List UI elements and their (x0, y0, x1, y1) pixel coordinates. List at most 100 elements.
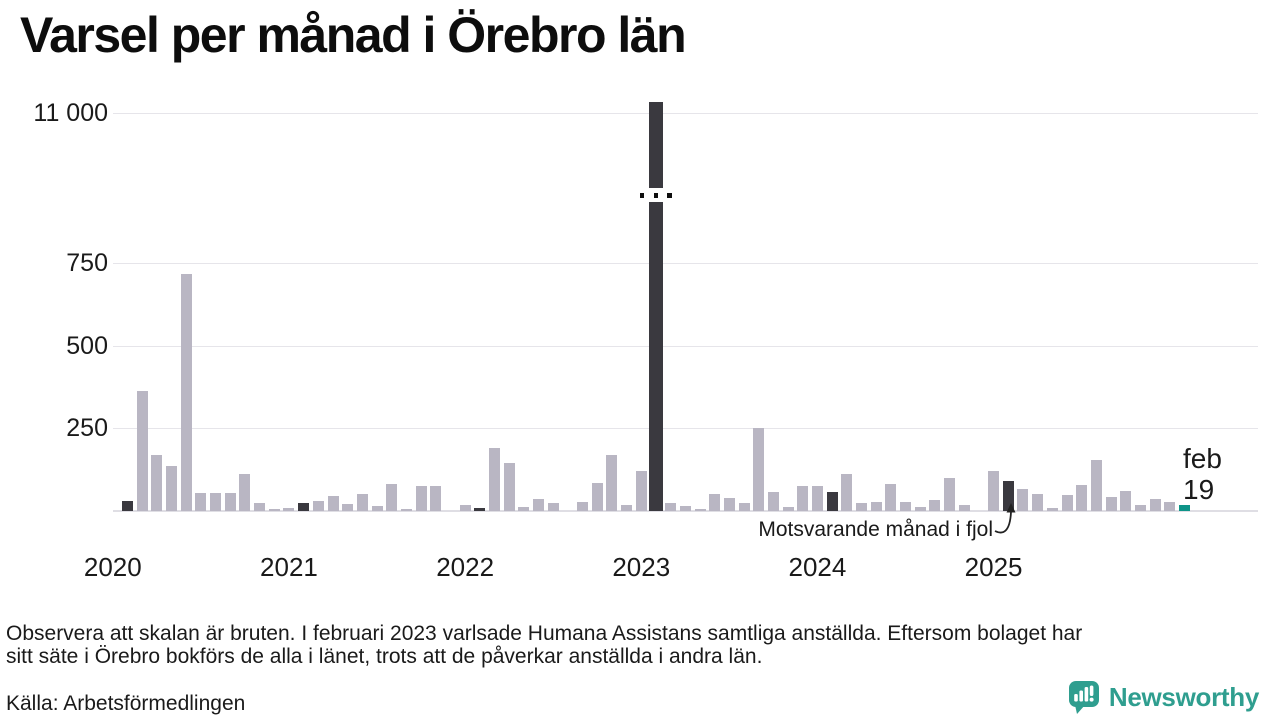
gridline (113, 113, 1258, 114)
bar (723, 498, 735, 511)
gridline (113, 346, 1258, 347)
break-dot (667, 193, 672, 198)
brand-name: Newsworthy (1108, 682, 1259, 712)
y-axis-tick-label: 11 000 (33, 99, 108, 127)
bar (430, 486, 442, 511)
bar (356, 494, 368, 511)
bar (709, 494, 721, 511)
chart-title: Varsel per månad i Örebro län (20, 7, 687, 63)
bar (1105, 497, 1117, 511)
bar (679, 505, 691, 511)
bar (782, 507, 794, 511)
y-axis-tick-label: 500 (66, 332, 108, 360)
y-axis-tick-label: 250 (66, 414, 108, 442)
bar (1061, 495, 1073, 511)
bar (195, 492, 207, 511)
bar-february-highlight (1002, 480, 1014, 511)
gridline (113, 428, 1258, 429)
x-axis-year-label: 2021 (260, 552, 318, 582)
bar (1134, 504, 1146, 511)
current-month-value: 19 (1183, 474, 1215, 505)
gridline (113, 263, 1258, 264)
x-axis-baseline (113, 510, 1258, 512)
bar (885, 484, 897, 511)
source-credit: Källa: Arbetsförmedlingen (6, 692, 246, 715)
brand-footer: Newsworthy (1068, 680, 1259, 715)
bar (283, 507, 295, 511)
bar (327, 495, 339, 511)
bar (151, 454, 163, 511)
bar (900, 501, 912, 511)
bar-feb-2023-lower (648, 202, 663, 511)
bar (988, 471, 1000, 511)
bar-feb-2023-upper (648, 102, 663, 188)
annotation-last-year: Motsvarande månad i fjol (758, 518, 993, 541)
bar (312, 501, 324, 511)
bar (635, 471, 647, 511)
bar (929, 500, 941, 511)
bar (488, 447, 500, 511)
y-axis-tick-label: 750 (66, 249, 108, 277)
bar (180, 273, 192, 511)
bar (1076, 484, 1088, 511)
bar (841, 474, 853, 511)
newsworthy-logo-icon (1068, 681, 1099, 714)
bar (1090, 459, 1102, 511)
bar (136, 391, 148, 511)
bar (606, 454, 618, 511)
bar-february-highlight (121, 501, 133, 511)
bar (415, 486, 427, 511)
bar-february-highlight (474, 507, 486, 511)
bar-february-highlight (298, 502, 310, 511)
x-axis-year-label: 2022 (436, 552, 495, 582)
break-dot (653, 193, 659, 198)
annotation-arrow-icon (994, 503, 1016, 534)
bar (811, 485, 823, 511)
bar (577, 502, 589, 511)
bar-february-highlight (826, 491, 838, 511)
bar (166, 466, 178, 511)
bar (694, 509, 706, 511)
bar (1017, 489, 1029, 511)
current-month-label: feb 19 (1183, 443, 1222, 505)
bar (797, 485, 809, 511)
bar (533, 499, 545, 511)
bar (503, 462, 515, 511)
x-axis-year-label: 2025 (964, 552, 1023, 582)
bar (518, 506, 530, 511)
x-axis-year-label: 2023 (612, 552, 671, 582)
bar (254, 502, 266, 511)
bar (1149, 499, 1161, 511)
bar (665, 503, 677, 511)
bar (239, 474, 251, 511)
x-axis-year-label: 2020 (83, 552, 142, 582)
bar (210, 492, 222, 511)
bar (371, 506, 383, 511)
bar (1120, 491, 1132, 511)
bar (767, 492, 779, 511)
bar (547, 503, 559, 511)
bar (738, 503, 750, 511)
bar (386, 484, 398, 511)
bar (224, 492, 236, 511)
bar (914, 506, 926, 511)
bar (870, 501, 882, 511)
bar (400, 509, 412, 511)
current-month-name: feb (1183, 443, 1222, 474)
bar (1164, 502, 1176, 511)
break-dot (639, 193, 645, 198)
x-axis-year-label: 2024 (788, 552, 847, 582)
footnote-line-2: sitt säte i Örebro bokförs de alla i län… (6, 645, 763, 668)
bar (753, 428, 765, 511)
axis-break-dots (639, 193, 672, 198)
footnote-line-1: Observera att skalan är bruten. I februa… (6, 622, 1083, 645)
bar (1032, 493, 1044, 511)
bar (591, 482, 603, 511)
bar (944, 477, 956, 511)
bar (855, 503, 867, 511)
bar (268, 509, 280, 511)
bar (459, 505, 471, 511)
bar (342, 504, 354, 511)
